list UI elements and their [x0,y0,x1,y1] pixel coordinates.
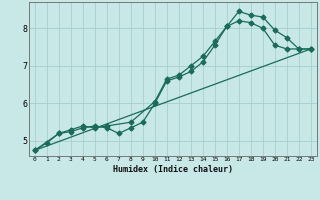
X-axis label: Humidex (Indice chaleur): Humidex (Indice chaleur) [113,165,233,174]
